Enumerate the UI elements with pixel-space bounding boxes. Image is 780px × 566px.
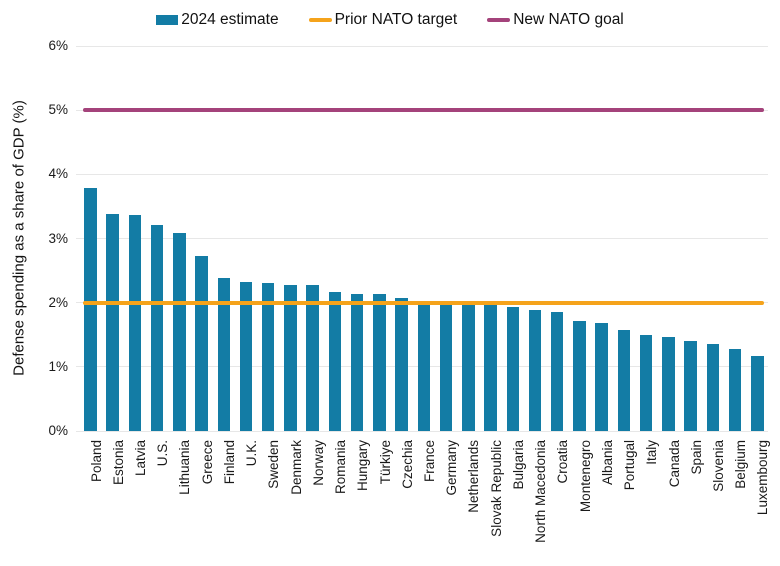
y-tick-label: 5% — [48, 102, 68, 118]
bar-lithuania — [173, 232, 186, 431]
x-tick-label: North Macedonia — [533, 440, 549, 543]
x-tick-label: Türkiye — [377, 440, 393, 485]
bar-italy — [639, 334, 653, 431]
legend-label: 2024 estimate — [181, 11, 279, 28]
bar-greece — [195, 255, 208, 431]
gridline — [76, 430, 768, 432]
bar-montenegro — [573, 321, 586, 431]
legend-item-prior-nato-target: Prior NATO target — [308, 11, 458, 29]
x-tick-label: Czechia — [399, 440, 415, 489]
x-tick-label: Slovak Republic — [488, 440, 504, 537]
bar-hungary — [350, 293, 364, 431]
x-tick-label: Finland — [221, 440, 237, 485]
bar-u-s- — [150, 225, 164, 431]
bar-netherlands — [462, 303, 475, 431]
bar-france — [417, 301, 431, 431]
gridline — [76, 238, 768, 239]
x-tick-label: Croatia — [555, 440, 571, 484]
bar-albania — [595, 322, 608, 431]
y-tick-label: 3% — [48, 230, 68, 246]
bar-luxembourg — [751, 355, 764, 431]
y-tick-label: 0% — [48, 423, 68, 438]
bar-denmark — [284, 284, 297, 431]
x-tick-label: Poland — [88, 440, 104, 483]
bar-north-macedonia — [528, 310, 542, 431]
x-tick-label: Greece — [199, 440, 215, 485]
bar-croatia — [550, 311, 564, 431]
x-tick-label: Luxembourg — [755, 440, 771, 516]
legend-item-2024-estimate: 2024 estimate — [156, 11, 279, 29]
x-tick-label: U.K. — [244, 440, 260, 467]
x-tick-label: Norway — [310, 440, 326, 486]
x-tick-label: Montenegro — [577, 440, 593, 513]
bar-slovak-republic — [484, 305, 497, 431]
bar-t-rkiye — [373, 294, 386, 431]
bar-romania — [328, 292, 342, 431]
y-tick-label: 6% — [48, 38, 68, 53]
bar-finland — [217, 277, 231, 431]
reference-line-prior-nato-target — [83, 300, 764, 305]
line-swatch-icon — [487, 18, 511, 22]
x-tick-label: Spain — [688, 440, 704, 475]
bar-sweden — [261, 283, 275, 431]
x-tick-label: U.S. — [155, 440, 171, 467]
legend-item-new-nato-goal: New NATO goal — [487, 11, 624, 29]
x-tick-label: Romania — [333, 440, 349, 495]
x-tick-label: Latvia — [133, 440, 148, 477]
bar-latvia — [128, 215, 142, 431]
bar-estonia — [106, 214, 119, 431]
line-swatch-icon — [308, 18, 332, 22]
bar-belgium — [728, 348, 742, 431]
bar-germany — [439, 302, 453, 431]
bar-bulgaria — [506, 307, 520, 431]
x-tick-label: Canada — [666, 440, 682, 488]
x-tick-label: Netherlands — [466, 440, 482, 513]
x-tick-label: Sweden — [266, 440, 282, 489]
bar-canada — [662, 337, 675, 431]
x-tick-label: Italy — [644, 440, 660, 465]
y-tick-label: 2% — [48, 294, 68, 310]
x-tick-label: Lithuania — [177, 440, 193, 495]
y-tick-label: 4% — [48, 166, 68, 182]
x-tick-label: Bulgaria — [510, 440, 526, 490]
x-tick-label: Estonia — [110, 440, 126, 486]
bar-norway — [306, 285, 319, 431]
x-tick-label: Germany — [444, 440, 460, 496]
bar-spain — [684, 340, 697, 431]
x-tick-label: Denmark — [288, 440, 304, 495]
legend: 2024 estimate Prior NATO target New NATO… — [0, 7, 780, 33]
x-tick-label: Portugal — [622, 440, 638, 491]
y-tick-label: 1% — [48, 358, 68, 374]
gridline — [76, 173, 768, 175]
bar-portugal — [617, 330, 631, 431]
plot-area — [76, 45, 768, 432]
x-tick-label: Hungary — [355, 440, 371, 492]
x-tick-label: Albania — [599, 440, 615, 486]
x-tick-label: Belgium — [733, 440, 749, 489]
legend-label: Prior NATO target — [334, 11, 458, 28]
x-tick-label: Slovenia — [710, 440, 726, 492]
bar-slovenia — [706, 343, 720, 431]
bar-czechia — [395, 297, 408, 431]
bar-poland — [84, 187, 97, 431]
x-tick-label: France — [422, 440, 437, 483]
bar-u-k- — [239, 281, 253, 431]
gridline — [76, 45, 768, 47]
legend-label: New NATO goal — [513, 11, 624, 28]
reference-line-new-nato-goal — [83, 108, 764, 113]
bar-swatch-icon — [156, 15, 179, 25]
